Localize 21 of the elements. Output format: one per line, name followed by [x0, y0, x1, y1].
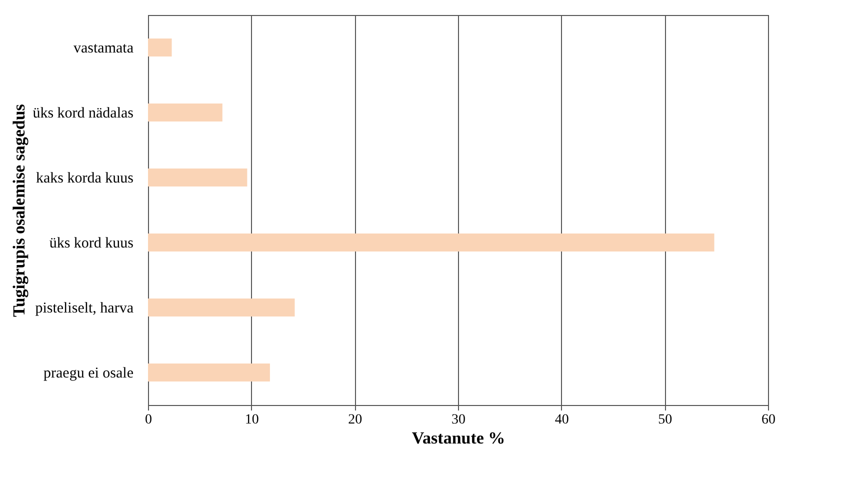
bar — [148, 104, 222, 122]
x-tick-label: 10 — [244, 412, 259, 428]
y-axis-title: Tugigrupis osalemise sagedus — [10, 104, 29, 317]
bar — [148, 364, 270, 382]
x-tick-label: 40 — [554, 412, 569, 428]
x-tick-label: 60 — [762, 412, 776, 428]
y-tick-label: üks kord kuus — [49, 236, 134, 252]
x-axis-title: Vastanute % — [412, 428, 506, 448]
y-tick-label: kaks korda kuus — [36, 170, 134, 186]
bar — [148, 234, 714, 252]
bar — [148, 168, 248, 186]
x-tick-label: 30 — [452, 412, 466, 428]
x-tick-label: 20 — [348, 412, 362, 428]
bar — [148, 298, 295, 316]
bar — [148, 38, 172, 56]
x-tick-label: 50 — [658, 412, 672, 428]
y-tick-label: praegu ei osale — [44, 366, 134, 382]
y-tick-label: vastamata — [74, 40, 134, 56]
x-tick-label: 0 — [145, 412, 152, 428]
y-tick-label: üks kord nädalas — [32, 106, 134, 122]
y-tick-label: pisteliselt, harva — [35, 300, 134, 316]
